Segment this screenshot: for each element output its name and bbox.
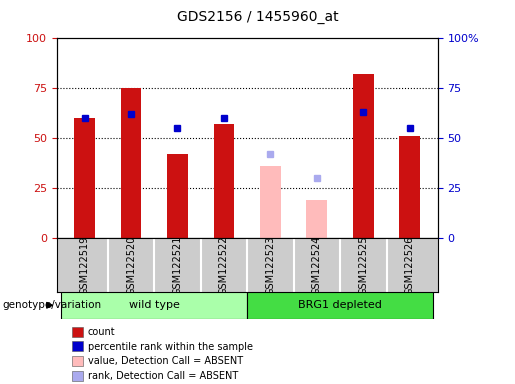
- Text: BRG1 depleted: BRG1 depleted: [298, 300, 382, 310]
- Bar: [214, 124, 234, 238]
- Text: genotype/variation: genotype/variation: [3, 300, 101, 310]
- Text: GSM122521: GSM122521: [173, 235, 182, 295]
- Bar: [353, 74, 374, 238]
- Text: GDS2156 / 1455960_at: GDS2156 / 1455960_at: [177, 10, 338, 23]
- Text: value, Detection Call = ABSENT: value, Detection Call = ABSENT: [88, 356, 243, 366]
- Text: percentile rank within the sample: percentile rank within the sample: [88, 342, 252, 352]
- Text: GSM122519: GSM122519: [79, 235, 90, 295]
- Text: GSM122524: GSM122524: [312, 235, 322, 295]
- Text: GSM122522: GSM122522: [219, 235, 229, 295]
- Bar: [260, 166, 281, 238]
- Text: GSM122526: GSM122526: [405, 235, 415, 295]
- Bar: [306, 200, 328, 238]
- Bar: [247, 292, 433, 319]
- Bar: [61, 292, 247, 319]
- Text: GSM122525: GSM122525: [358, 235, 368, 295]
- Bar: [121, 88, 142, 238]
- Text: GSM122520: GSM122520: [126, 235, 136, 295]
- Bar: [74, 118, 95, 238]
- Text: GSM122523: GSM122523: [265, 235, 276, 295]
- Text: count: count: [88, 327, 115, 337]
- Text: wild type: wild type: [129, 300, 180, 310]
- Text: rank, Detection Call = ABSENT: rank, Detection Call = ABSENT: [88, 371, 238, 381]
- Bar: [167, 154, 188, 238]
- Bar: [400, 136, 420, 238]
